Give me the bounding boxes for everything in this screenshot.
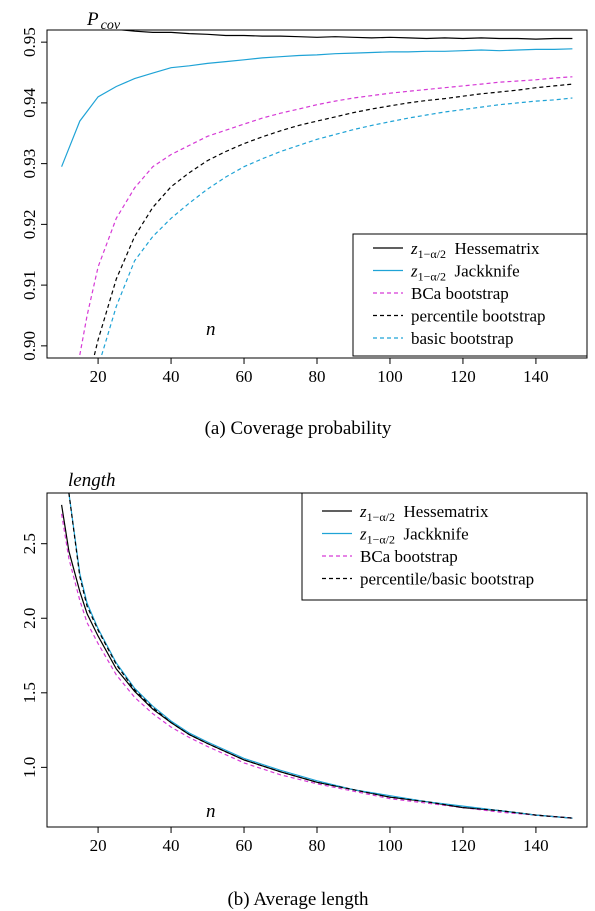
y-tick-label: 0.93	[20, 149, 39, 179]
plot-layer: 20 40 60 80 100 120 140 0.90 0.91 0.92 0.93 0.94 0.9…	[20, 27, 588, 855]
x-tick-label: 140	[523, 836, 549, 855]
legend-z-symbol: z	[410, 262, 418, 281]
legend-label-1: z1−α/2 Jackknife	[410, 262, 520, 284]
x-tick-label: 60	[236, 367, 253, 386]
y-tick-label: 1.0	[20, 757, 39, 778]
panel-a-plot: 20 40 60 80 100 120 140 0.90 0.91 0.92 0.93 0.94 0.9…	[20, 27, 588, 386]
legend-label-3: percentile bootstrap	[411, 307, 546, 326]
panel-a-ylabel-main: P	[86, 9, 99, 30]
legend-z-symbol: z	[359, 502, 367, 521]
legend-z-symbol: z	[410, 239, 418, 258]
legend-label-4: basic bootstrap	[411, 329, 513, 348]
x-tick-label: 80	[309, 367, 326, 386]
series-line-2	[79, 76, 573, 356]
series-line-0	[116, 30, 573, 40]
x-tick-label: 20	[90, 367, 107, 386]
legend-z-symbol: z	[359, 525, 367, 544]
series-line-1	[68, 493, 573, 819]
x-tick-label: 80	[309, 836, 326, 855]
y-tick-label: 0.94	[20, 88, 39, 118]
legend-z-subscript: 1−α/2	[418, 270, 446, 284]
y-tick-label: 1.5	[20, 682, 39, 703]
series-line-4	[101, 97, 573, 356]
panel-a-ylabel-sub: cov	[101, 18, 121, 33]
x-tick-label: 40	[163, 367, 180, 386]
legend-series-name: Jackknife	[446, 262, 520, 281]
panel-b-xlabel: n	[206, 801, 216, 822]
y-tick-label: 0.91	[20, 270, 39, 300]
panel-a-caption: (a) Coverage probability	[205, 418, 392, 439]
series-line-3	[68, 493, 573, 819]
panel-b-ylabel: length	[68, 470, 116, 491]
x-tick-label: 100	[377, 367, 403, 386]
x-tick-label: 100	[377, 836, 403, 855]
panel-a-xlabel: n	[206, 319, 216, 340]
series-line-1	[61, 48, 573, 167]
x-tick-label: 140	[523, 367, 549, 386]
y-tick-label: 0.90	[20, 331, 39, 361]
legend-box	[352, 233, 588, 357]
legend-series-name: Hessematrix	[395, 502, 489, 521]
legend-z-subscript: 1−α/2	[367, 510, 395, 524]
legend-series-name: Jackknife	[395, 525, 469, 544]
y-tick-label: 0.92	[20, 209, 39, 239]
legend-series-name: Hessematrix	[446, 239, 540, 258]
panel-b-caption: (b) Average length	[227, 889, 369, 910]
legend-label-3: percentile/basic bootstrap	[360, 570, 534, 589]
series-line-3	[93, 83, 573, 356]
y-tick-label: 0.95	[20, 27, 39, 57]
legend-label-2: BCa bootstrap	[411, 284, 509, 303]
legend-label-0: z1−α/2 Hessematrix	[359, 502, 489, 524]
x-tick-label: 120	[450, 367, 476, 386]
legend-label-2: BCa bootstrap	[360, 547, 458, 566]
y-tick-label: 2.0	[20, 608, 39, 629]
legend-z-subscript: 1−α/2	[367, 533, 395, 547]
x-tick-label: 40	[163, 836, 180, 855]
legend-z-subscript: 1−α/2	[418, 247, 446, 261]
x-tick-label: 60	[236, 836, 253, 855]
y-tick-label: 2.5	[20, 533, 39, 554]
panel-b: length n (b) Average length	[68, 470, 369, 910]
legend-label-0: z1−α/2 Hessematrix	[410, 239, 540, 261]
x-tick-label: 120	[450, 836, 476, 855]
panel-b-plot: 20 40 60 80 100 120 140 1.0 1.5 2.0 2.5 z1−α/2 Hess…	[20, 492, 588, 855]
legend-label-1: z1−α/2 Jackknife	[359, 525, 469, 547]
x-tick-label: 20	[90, 836, 107, 855]
